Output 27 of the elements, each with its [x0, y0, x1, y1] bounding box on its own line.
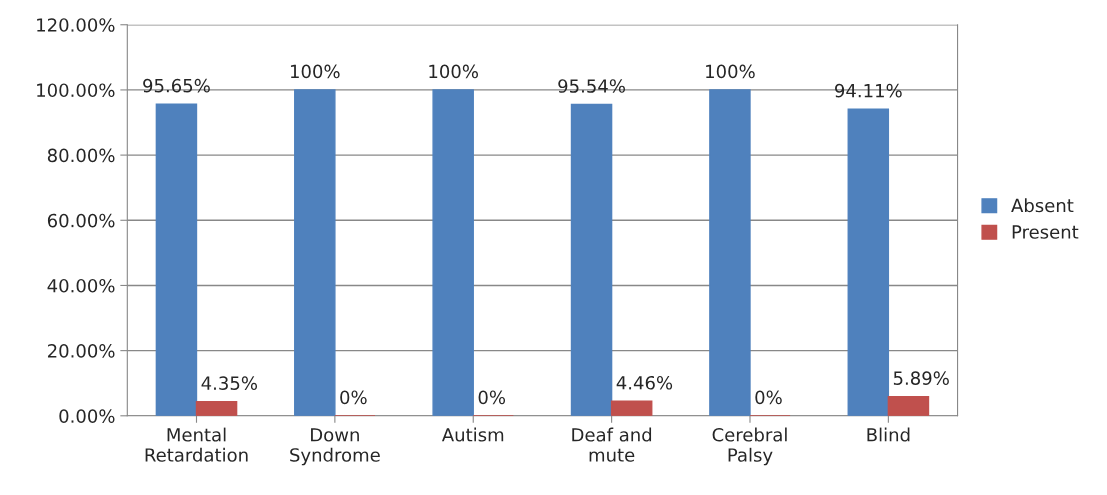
y-tick-label: 40.00% [47, 278, 115, 293]
data-label: 4.46% [616, 375, 673, 390]
legend-label: Absent [1011, 198, 1074, 213]
y-tick-label: 80.00% [47, 148, 115, 163]
y-tick-label: 100.00% [37, 83, 115, 98]
data-label: 95.65% [143, 78, 210, 93]
legend-label: Present [1012, 225, 1079, 239]
data-label: 95.54% [558, 79, 625, 93]
x-tick-label: Autism [441, 427, 504, 442]
data-label: 100% [290, 64, 340, 79]
y-tick-label: 120.00% [37, 18, 115, 32]
data-label: 94.11% [835, 83, 902, 98]
x-tick-label: Blind [867, 427, 910, 442]
x-tick-label: Mental Retardation [145, 427, 248, 462]
data-label: 100% [706, 64, 755, 79]
data-label: 5.89% [893, 371, 949, 385]
y-tick-label: 60.00% [47, 213, 115, 228]
x-tick-label: Deaf and mute [572, 427, 652, 462]
x-tick-label: Cerebral Palsy [712, 427, 787, 466]
data-label: 0% [755, 390, 782, 405]
y-tick-label: 20.00% [47, 344, 115, 358]
data-label: 100% [429, 64, 478, 79]
data-label: 0% [478, 390, 506, 405]
data-label: 0% [340, 390, 367, 405]
x-tick-label: Down Syndrome [290, 428, 380, 466]
data-label: 4.35% [201, 376, 258, 390]
y-tick-label: 0.00% [59, 409, 115, 423]
